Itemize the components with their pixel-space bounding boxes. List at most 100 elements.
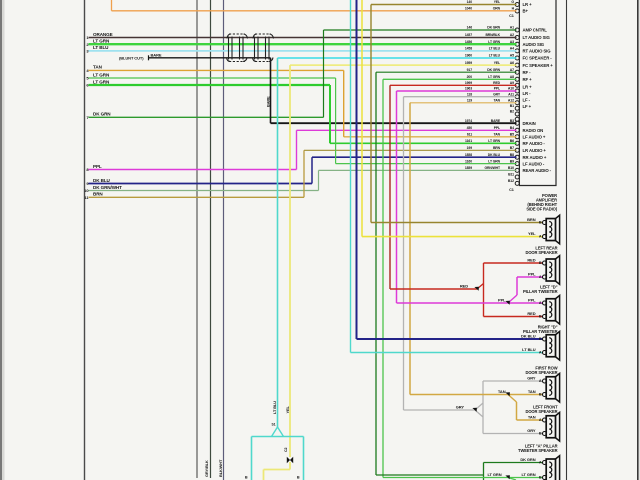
svg-text:DK BLU: DK BLU <box>521 334 536 339</box>
svg-text:LT GRN: LT GRN <box>488 75 500 79</box>
svg-text:1457: 1457 <box>465 33 472 37</box>
svg-text:B11: B11 <box>508 173 514 177</box>
svg-text:LEFT "D": LEFT "D" <box>540 285 558 290</box>
svg-text:B1: B1 <box>510 104 514 108</box>
svg-text:FC SPEAKER +: FC SPEAKER + <box>523 63 554 68</box>
svg-text:RF +: RF + <box>523 77 533 82</box>
svg-text:A12: A12 <box>508 98 514 102</box>
svg-text:4: 4 <box>86 68 89 73</box>
svg-text:RED: RED <box>527 311 535 316</box>
svg-text:LT GRN: LT GRN <box>93 39 110 44</box>
svg-text:G: G <box>511 0 514 4</box>
svg-text:118: 118 <box>467 92 472 96</box>
svg-text:A10: A10 <box>508 87 514 91</box>
svg-text:1456: 1456 <box>465 40 472 44</box>
svg-text:1859: 1859 <box>465 166 472 170</box>
svg-text:A: A <box>539 275 542 279</box>
svg-text:A11: A11 <box>508 92 514 96</box>
svg-text:LT GRN: LT GRN <box>93 79 110 84</box>
svg-text:YEL: YEL <box>494 61 500 65</box>
svg-text:DOOR SPEAKER: DOOR SPEAKER <box>525 409 557 414</box>
svg-text:LT GRN: LT GRN <box>488 139 500 143</box>
svg-text:8: 8 <box>86 167 89 172</box>
svg-text:ORN: ORN <box>493 7 501 11</box>
svg-text:LT GRN: LT GRN <box>488 40 500 44</box>
svg-text:146: 146 <box>467 26 473 30</box>
svg-text:DK GRN: DK GRN <box>520 457 535 462</box>
svg-text:LT GRN: LT GRN <box>488 159 500 163</box>
svg-text:A6: A6 <box>510 61 514 65</box>
svg-text:LT BLU: LT BLU <box>489 47 501 51</box>
svg-text:S1: S1 <box>272 423 276 427</box>
svg-text:B10: B10 <box>508 166 514 170</box>
svg-text:1960: 1960 <box>465 54 472 58</box>
svg-text:LR +: LR + <box>523 84 533 89</box>
svg-text:BARE: BARE <box>265 96 270 107</box>
svg-text:DK GRN: DK GRN <box>487 68 500 72</box>
svg-text:TWEETER SPEAKER: TWEETER SPEAKER <box>518 448 558 453</box>
svg-text:199: 199 <box>467 146 473 150</box>
svg-text:PILLAR TWEETER: PILLAR TWEETER <box>523 289 558 294</box>
svg-text:TAN: TAN <box>494 98 501 102</box>
svg-text:C1: C1 <box>509 188 514 192</box>
svg-text:A: A <box>539 379 542 383</box>
svg-text:RED: RED <box>527 258 535 263</box>
svg-text:B: B <box>539 315 542 319</box>
svg-text:B: B <box>539 432 542 436</box>
svg-text:GRY: GRY <box>456 404 465 409</box>
svg-text:GRY: GRY <box>527 376 536 381</box>
svg-text:GRY: GRY <box>493 92 501 96</box>
svg-text:RIGHT "D": RIGHT "D" <box>538 325 558 330</box>
svg-text:LT GRN: LT GRN <box>488 472 502 477</box>
svg-text:LT BLU: LT BLU <box>272 401 277 414</box>
svg-text:AMP CNTRL: AMP CNTRL <box>523 28 548 33</box>
svg-text:BARE: BARE <box>151 53 162 58</box>
svg-text:A7: A7 <box>510 68 514 72</box>
svg-text:PPL: PPL <box>528 298 536 303</box>
svg-text:FIRST ROW: FIRST ROW <box>535 366 557 371</box>
svg-text:B8: B8 <box>510 153 514 157</box>
svg-text:PPL: PPL <box>498 297 506 302</box>
svg-text:6: 6 <box>86 83 89 88</box>
svg-text:BRN: BRN <box>527 217 536 222</box>
svg-text:C1: C1 <box>509 14 514 18</box>
svg-text:A5: A5 <box>510 54 514 58</box>
svg-text:A: A <box>539 301 542 305</box>
svg-text:RED: RED <box>493 81 501 85</box>
svg-text:LT BLU: LT BLU <box>93 45 109 50</box>
svg-text:TAN: TAN <box>498 389 506 394</box>
svg-text:RADIO ON: RADIO ON <box>523 128 544 133</box>
svg-text:LT GRN: LT GRN <box>522 472 536 477</box>
svg-text:GRY/BLK: GRY/BLK <box>204 460 209 477</box>
svg-text:DOOR SPEAKER: DOOR SPEAKER <box>525 250 557 255</box>
svg-text:BRN/BLK: BRN/BLK <box>485 33 500 37</box>
svg-text:1: 1 <box>86 35 89 40</box>
svg-text:B4: B4 <box>510 126 514 130</box>
svg-text:1974: 1974 <box>465 119 472 123</box>
svg-text:LT GRN: LT GRN <box>93 72 110 77</box>
svg-text:B: B <box>539 261 542 265</box>
svg-text:A: A <box>539 235 542 239</box>
svg-text:BRN: BRN <box>493 146 501 150</box>
svg-text:LF AUDIO +: LF AUDIO + <box>523 135 546 140</box>
svg-text:1858: 1858 <box>465 153 472 157</box>
svg-text:AMPLIFIER: AMPLIFIER <box>536 197 557 202</box>
svg-text:A1: A1 <box>510 26 514 30</box>
svg-text:DK GRN: DK GRN <box>93 112 111 117</box>
svg-text:B: B <box>539 337 542 341</box>
svg-text:RED: RED <box>460 283 468 288</box>
svg-text:7: 7 <box>86 115 89 120</box>
svg-text:5: 5 <box>86 76 89 81</box>
svg-text:REAR AUDIO -: REAR AUDIO - <box>523 168 552 173</box>
svg-text:TAN: TAN <box>93 65 103 70</box>
svg-text:B12: B12 <box>508 179 514 183</box>
svg-text:PPL: PPL <box>494 126 500 130</box>
svg-text:B9: B9 <box>510 159 514 163</box>
svg-text:RF -: RF - <box>523 70 532 75</box>
svg-text:3: 3 <box>86 49 89 54</box>
svg-text:B: B <box>539 476 542 480</box>
svg-text:LT AUDIO SIG: LT AUDIO SIG <box>523 35 551 40</box>
svg-text:LF AUDIO -: LF AUDIO - <box>523 161 545 166</box>
svg-text:RF AUDIO -: RF AUDIO - <box>523 141 546 146</box>
svg-text:BRN: BRN <box>93 192 103 197</box>
